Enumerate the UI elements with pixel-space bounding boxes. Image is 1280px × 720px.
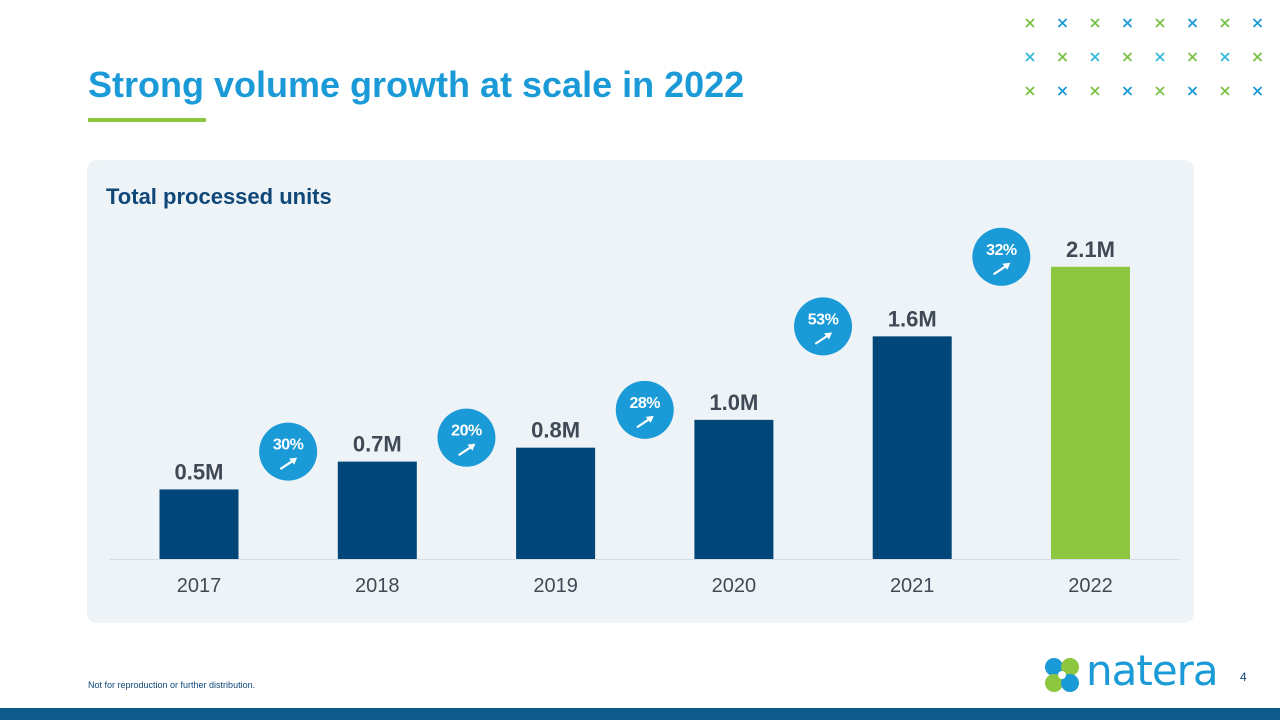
natera-logo: natera (1040, 646, 1220, 700)
bottom-bar (0, 708, 1280, 720)
growth-bubble: 28% (615, 380, 674, 439)
x-tick-label: 2022 (1068, 575, 1113, 597)
x-mark-icon (1220, 18, 1230, 28)
x-mark-icon (1122, 18, 1133, 28)
x-mark-icon (1252, 18, 1263, 28)
x-mark-icon (1057, 86, 1068, 96)
x-mark-icon (1252, 52, 1263, 62)
page-number: 4 (1240, 670, 1247, 684)
growth-bubble: 30% (259, 422, 318, 481)
arrow-up-right-icon (636, 415, 654, 428)
growth-rate-label: 20% (451, 423, 482, 440)
x-tick-label: 2017 (177, 575, 222, 597)
x-mark-icon (1187, 86, 1198, 96)
arrow-up-right-icon (280, 457, 298, 470)
x-mark-icon (1090, 86, 1100, 96)
x-mark-icon (1057, 52, 1068, 62)
growth-bubble: 20% (437, 408, 496, 467)
x-mark-icon (1155, 86, 1165, 96)
growth-rate-label: 30% (273, 437, 304, 454)
growth-bubble: 32% (972, 227, 1031, 286)
x-mark-icon (1155, 52, 1165, 62)
value-label: 0.8M (531, 418, 580, 443)
natera-logo-text: natera (1086, 646, 1219, 695)
x-tick-label: 2018 (355, 575, 400, 597)
bar-2021 (872, 336, 952, 559)
bar-chart: 0.5M 2017 0.7M 2018 0.8M 2019 1.0M 2020 1.6M 2021… (110, 227, 1180, 597)
x-mark-icon (1025, 18, 1035, 28)
x-mark-icon (1090, 52, 1100, 62)
footnote: Not for reproduction or further distribu… (88, 680, 256, 690)
slide-title: Strong volume growth at scale in 2022 (88, 64, 745, 105)
value-label: 1.6M (888, 306, 937, 331)
x-mark-icon (1187, 18, 1198, 28)
x-mark-icon (1025, 52, 1035, 62)
bar-2017 (159, 489, 239, 559)
value-label: 2.1M (1066, 237, 1115, 262)
growth-rate-label: 28% (629, 395, 660, 412)
x-mark-icon (1220, 52, 1230, 62)
value-label: 1.0M (709, 390, 758, 415)
x-mark-icon (1220, 86, 1230, 96)
x-mark-icon (1057, 18, 1068, 28)
bar-2022 (1051, 266, 1130, 559)
x-mark-icon (1252, 86, 1263, 96)
x-mark-icon (1122, 86, 1133, 96)
arrow-up-right-icon (458, 443, 476, 456)
x-tick-label: 2019 (533, 575, 578, 597)
chart-title: Total processed units (106, 184, 332, 209)
x-mark-icon (1122, 52, 1133, 62)
natera-logo-mark-icon (1045, 658, 1079, 692)
x-tick-label: 2021 (890, 575, 935, 597)
growth-rate-label: 32% (986, 242, 1017, 259)
x-mark-icon (1025, 86, 1035, 96)
bar-2020 (694, 419, 774, 559)
value-label: 0.7M (353, 432, 402, 457)
arrow-up-right-icon (993, 262, 1011, 275)
growth-rate-label: 53% (808, 311, 839, 328)
chart-panel: Total processed units 0.5M 2017 0.7M 2018 0.… (87, 160, 1194, 623)
value-label: 0.5M (175, 459, 224, 484)
x-mark-icon (1187, 52, 1198, 62)
x-tick-label: 2020 (712, 575, 757, 597)
x-mark-icon (1090, 18, 1100, 28)
bar-2018 (337, 461, 417, 559)
growth-bubble: 53% (794, 297, 853, 356)
x-mark-icon (1155, 18, 1165, 28)
bar-2019 (516, 447, 596, 559)
arrow-up-right-icon (814, 332, 833, 345)
x-pattern-decoration (1025, 18, 1263, 96)
title-underline (88, 118, 206, 122)
